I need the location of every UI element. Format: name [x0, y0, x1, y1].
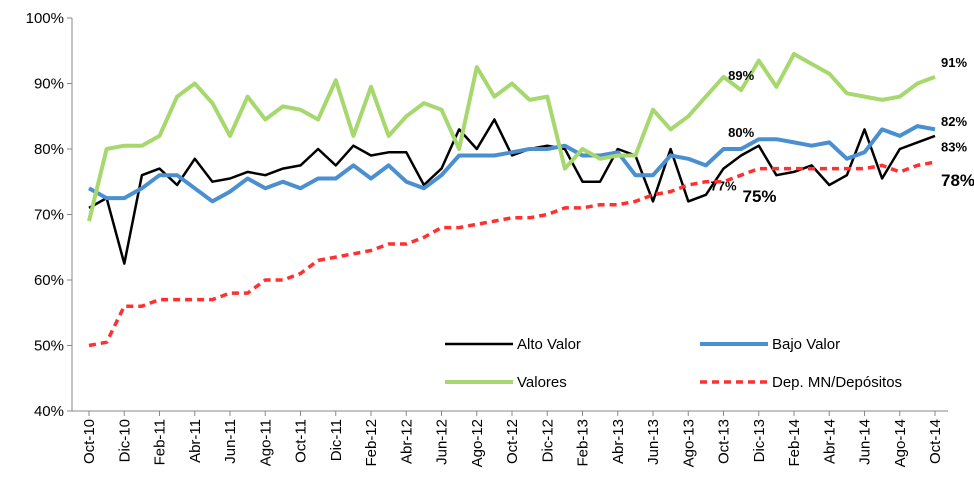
- x-tick-label: Ago-13: [680, 419, 697, 467]
- series-line: [87, 52, 936, 222]
- x-tick-label: Oct-12: [504, 419, 521, 464]
- x-tick-label: Feb-11: [152, 419, 169, 465]
- y-tick-label: 80%: [34, 141, 64, 158]
- value-label: 83%: [941, 139, 967, 154]
- x-tick-label: Abr-13: [610, 419, 627, 464]
- x-tick-label: Ago-12: [469, 419, 486, 467]
- x-tick-label: Feb-12: [363, 419, 380, 467]
- x-tick-label: Abr-14: [821, 419, 838, 464]
- y-tick-label: 50%: [34, 338, 64, 355]
- x-tick-label: Jun-13: [645, 419, 662, 465]
- x-tick-label: Feb-13: [575, 419, 592, 467]
- x-tick-label: Abr-12: [398, 419, 415, 464]
- value-label: 82%: [941, 114, 967, 129]
- y-tick-label: 70%: [34, 207, 64, 224]
- value-label: 78%: [941, 171, 974, 190]
- value-label: 80%: [728, 125, 754, 140]
- x-tick-label: Oct-10: [81, 419, 98, 464]
- value-label: 89%: [728, 68, 754, 83]
- legend-label: Alto Valor: [517, 336, 581, 353]
- x-tick-label: Oct-11: [293, 419, 310, 463]
- x-tick-label: Oct-13: [716, 419, 733, 464]
- x-tick-label: Jun-14: [857, 419, 874, 465]
- x-tick-label: Feb-14: [786, 419, 803, 467]
- legend-label: Bajo Valor: [772, 336, 840, 353]
- value-label: 75%: [742, 187, 776, 206]
- legend-label: Valores: [517, 374, 567, 391]
- x-tick-label: Ago-11: [257, 419, 274, 466]
- series-line: [88, 124, 936, 204]
- x-tick-label: Ago-14: [892, 419, 909, 467]
- x-tick-label: Jun-11: [222, 419, 239, 464]
- series-line: [88, 118, 936, 265]
- y-tick-label: 60%: [34, 272, 64, 289]
- x-tick-label: Jun-12: [434, 419, 451, 465]
- y-tick-label: 40%: [34, 403, 64, 420]
- x-tick-label: Abr-11: [187, 419, 204, 463]
- legend-label: Dep. MN/Depósitos: [772, 374, 902, 391]
- x-tick-label: Dic-10: [116, 419, 133, 462]
- y-tick-label: 90%: [34, 76, 64, 93]
- x-tick-label: Dic-11: [328, 419, 345, 461]
- series-line: [88, 160, 936, 348]
- value-label: 91%: [941, 55, 967, 70]
- x-tick-label: Dic-13: [751, 419, 768, 462]
- x-tick-label: Dic-12: [539, 419, 556, 462]
- y-tick-label: 100%: [26, 10, 64, 27]
- x-tick-label: Oct-14: [927, 419, 944, 464]
